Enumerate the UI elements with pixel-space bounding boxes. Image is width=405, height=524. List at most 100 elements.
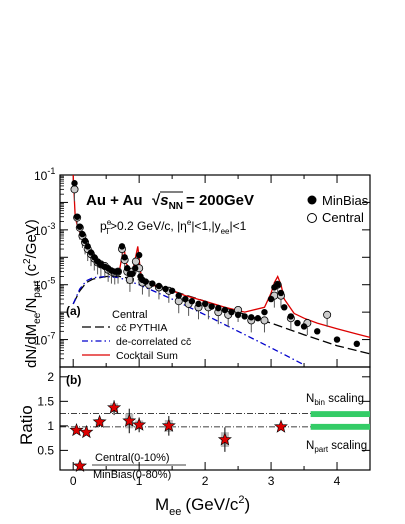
top-y-tick-label: 10-3 [34,221,55,238]
top-y-tick-label: 10-1 [34,166,55,183]
ratio-star [92,414,107,428]
ratio-star [132,417,147,431]
legend-lines-header: Central [112,309,147,321]
ratio-star [69,422,84,437]
ratio-points [69,400,288,452]
minbias-point [121,254,128,261]
central-point [131,257,140,266]
central-point [70,185,79,194]
central-point [260,316,269,325]
legend-central-label: Central [322,210,364,225]
minbias-point [76,223,83,230]
minbias-point [353,340,361,348]
bottom-y-tick-label: 1.5 [37,394,54,408]
x-tick-label: 1 [136,474,143,488]
minbias-point [254,315,262,322]
minbias-point [84,243,91,250]
legend-minbias-label: MinBias [322,193,369,208]
minbias-point [118,243,126,250]
legend-cocktail-label: Cocktail Sum [116,350,178,362]
top-axis-ticks [60,174,370,368]
minbias-point [79,230,86,238]
minbias-point [188,298,196,305]
x-tick-label: 2 [202,474,209,488]
ratio-star [79,424,94,439]
minbias-point [333,336,341,343]
top-y-tick-label: 10-7 [34,331,55,348]
minbias-point [71,180,78,187]
minbias-point [195,300,202,308]
minbias-point [281,304,288,311]
minbias-point [129,270,136,277]
minbias-point [234,311,242,319]
legend-pythia-label: cc̄ PYTHIA [116,322,167,334]
legend-central-marker [307,213,317,223]
panel-b-label: (b) [66,373,81,387]
nbin-scaling-label: Nbin scaling [306,393,364,407]
top-y-axis-label: dN/dMee/Npart(c2/GeV) [22,219,43,368]
bottom-y-axis-label: Ratio [17,405,36,445]
minbias-point [155,282,163,290]
minbias-point [208,303,215,310]
minbias-point [201,300,209,308]
panel-a-label: (a) [66,304,81,318]
bottom-panel-frame [59,366,371,471]
bottom-axis-ticks [60,376,370,470]
x-tick-label: 4 [334,474,341,488]
bottom-y-tick-label: 2 [47,370,54,384]
minbias-point [162,285,169,293]
x-tick-label: 3 [268,474,275,488]
npart-band [310,423,370,430]
title-sqrt-text: √sNN = 200GeV [152,192,254,212]
legend-decorr-label: de-correlated cc̄ [116,336,191,348]
minbias-point [81,237,89,244]
minbias-point [314,328,321,335]
x-axis-label: Mee (GeV/c2) [155,494,250,518]
minbias-point [215,304,222,312]
minbias-point [114,268,122,275]
bottom-y-tick-label: 1 [47,419,54,433]
legend-minbias-marker [307,195,317,205]
minbias-point [287,313,295,320]
ratio-legend-star [72,458,88,473]
ratio-star [161,418,176,432]
minbias-point [241,313,248,320]
cuts-text: pe T>0.2 GeV/c, |ηe|<1,|yee|<1 [100,218,247,236]
minbias-point [149,280,156,287]
minbias-point [261,308,268,316]
npart-scaling-label: Npart scaling [306,440,367,454]
ratio-star [217,432,232,446]
minbias-point [300,323,308,330]
minbias-point [135,251,143,259]
minbias-point [277,289,285,297]
minbias-point [274,281,281,288]
bottom-y-tick-labels: 0.5 1 1.5 2 [37,370,54,458]
minbias-point [294,319,301,327]
title-main-text: Au + Au [86,192,143,209]
minbias-point [131,265,139,272]
top-y-tick-label: 10-5 [34,276,55,293]
minbias-point [182,295,189,303]
top-y-tick-labels: 10-1 10-3 10-5 10-7 [34,166,55,348]
nbin-band [310,411,370,418]
minbias-point [142,278,149,285]
ratio-star [273,419,288,433]
minbias-point [248,314,255,321]
minbias-point [87,249,95,256]
ratio-star [107,400,122,414]
ratio-star [122,413,137,427]
minbias-point [228,308,235,316]
x-tick-label: 0 [70,474,77,488]
ratio-legend-denominator: MinBias(0-80%) [93,469,171,481]
minbias-point [221,306,229,314]
scaling-band [60,411,370,430]
minbias-point [124,265,131,272]
minbias-point [168,287,176,294]
bottom-y-tick-label: 0.5 [37,443,54,457]
ratio-legend-numerator: Central(0-10%) [95,452,170,464]
x-tick-labels: 0 1 2 3 4 [70,474,341,488]
minbias-point [73,213,81,220]
minbias-point [175,292,182,299]
minbias-point [267,295,275,303]
